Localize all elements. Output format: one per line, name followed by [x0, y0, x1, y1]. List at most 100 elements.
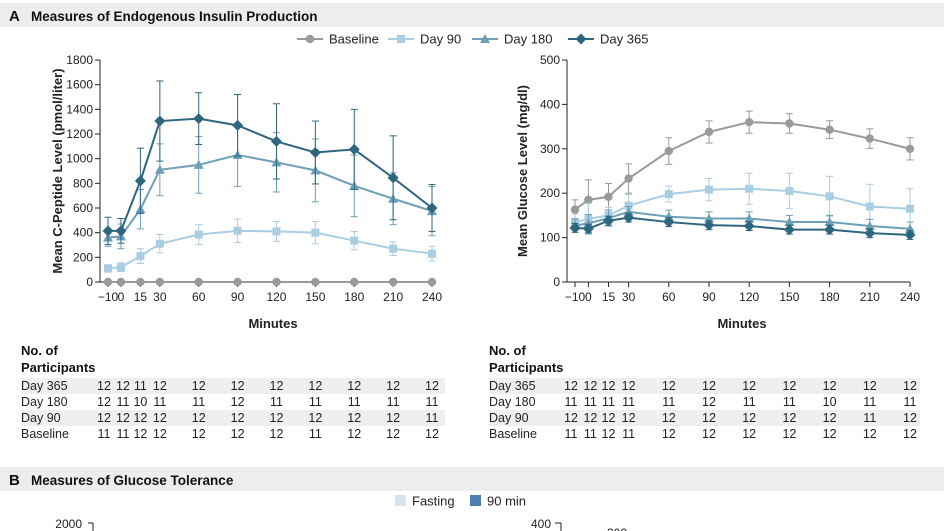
data-point-day-365 — [663, 216, 675, 228]
y-tick-label: 100 — [540, 231, 560, 245]
table-cell-baseline: 11 — [565, 427, 578, 441]
table-cell-day-90: 12 — [153, 411, 167, 425]
table-cell-baseline: 11 — [98, 427, 111, 441]
table-cell-day-365: 12 — [97, 379, 111, 393]
data-point-day-180 — [583, 218, 594, 228]
x-tick-label: 30 — [153, 290, 167, 304]
table-cell-day-365: 12 — [153, 379, 167, 393]
data-point-baseline — [272, 277, 281, 287]
table-row-label-baseline: Baseline — [21, 427, 69, 441]
table-cell-day-90: 12 — [903, 411, 917, 425]
panel-b-right-top-tick: 400 — [531, 517, 551, 531]
data-point-baseline — [194, 277, 203, 287]
table-cell-day-365: 12 — [903, 379, 917, 393]
data-point-day-365 — [824, 224, 836, 236]
data-point-baseline — [865, 134, 874, 143]
x-tick-label: 90 — [702, 290, 716, 304]
table-cell-baseline: 12 — [602, 427, 616, 441]
panel-a-header-bar — [0, 3, 944, 27]
data-point-day-90 — [785, 186, 794, 195]
data-point-baseline — [311, 277, 320, 287]
data-point-day-90 — [825, 192, 834, 201]
y-tick-label: 400 — [73, 226, 93, 240]
table-cell-day-180: 11 — [743, 395, 756, 409]
panel-b-letter: B — [9, 472, 20, 489]
table-cell-day-180: 11 — [662, 395, 675, 409]
table-cell-baseline: 12 — [863, 427, 877, 441]
table-cell-day-90: 12 — [308, 411, 322, 425]
data-point-baseline — [350, 277, 359, 287]
data-point-baseline — [136, 277, 145, 287]
data-point-day-90 — [136, 252, 145, 261]
table-row-label-day-365: Day 365 — [489, 379, 536, 393]
data-point-baseline — [704, 127, 714, 137]
y-tick-label: 400 — [540, 97, 560, 111]
x-tick-label: 60 — [192, 290, 206, 304]
table-cell-day-90: 12 — [564, 411, 578, 425]
panel-b-legend-swatch-1 — [470, 495, 481, 506]
y-tick-label: 1800 — [66, 53, 93, 67]
data-point-baseline — [584, 195, 593, 205]
data-point-day-90 — [104, 264, 112, 273]
data-point-day-365 — [426, 202, 438, 214]
table-cell-day-180: 11 — [426, 395, 439, 409]
table-cell-baseline: 12 — [823, 427, 837, 441]
table-cell-day-90: 12 — [97, 411, 111, 425]
table-cell-day-365: 12 — [662, 379, 676, 393]
y-tick-label: 300 — [540, 142, 560, 156]
data-point-day-365 — [582, 223, 594, 235]
table-cell-day-180: 12 — [231, 395, 245, 409]
table-cell-baseline: 11 — [309, 427, 322, 441]
table-cell-day-180: 11 — [622, 395, 635, 409]
table-cell-day-365: 12 — [270, 379, 284, 393]
x-tick-label: 90 — [231, 290, 245, 304]
table-cell-day-90: 12 — [823, 411, 837, 425]
table-cell-day-90: 12 — [347, 411, 361, 425]
x-tick-label: −10 — [565, 290, 586, 304]
table-cell-day-365: 11 — [134, 379, 147, 393]
table-cell-day-365: 12 — [622, 379, 636, 393]
panel-b-header-bar — [0, 467, 944, 491]
data-point-baseline — [785, 119, 794, 128]
table-cell-day-365: 12 — [583, 379, 597, 393]
table-cell-day-180: 11 — [153, 395, 166, 409]
table-cell-day-365: 12 — [742, 379, 756, 393]
table-cell-baseline: 11 — [116, 427, 129, 441]
table-cell-day-90: 11 — [863, 411, 876, 425]
panel-b-legend-swatch-0 — [395, 495, 406, 506]
series-line-day-90 — [107, 229, 433, 270]
table-cell-day-90: 12 — [782, 411, 796, 425]
table-cell-day-365: 12 — [347, 379, 361, 393]
data-point-baseline — [155, 277, 165, 287]
y-tick-label: 200 — [540, 186, 560, 200]
y-tick-label: 600 — [73, 201, 93, 215]
series-line-baseline — [574, 121, 911, 211]
table-cell-day-180: 12 — [97, 395, 111, 409]
table-cell-day-90: 12 — [622, 411, 636, 425]
table-cell-day-90: 12 — [231, 411, 245, 425]
panel-a-title: Measures of Endogenous Insulin Productio… — [31, 9, 318, 24]
table-cell-day-365: 12 — [564, 379, 578, 393]
data-point-day-90 — [906, 204, 914, 213]
table-cell-day-180: 11 — [116, 395, 129, 409]
data-point-day-180 — [663, 211, 674, 221]
data-point-day-90 — [664, 190, 673, 199]
panel-b-right-partial-label: 300 — [607, 526, 627, 531]
panel-b-title: Measures of Glucose Tolerance — [31, 473, 234, 488]
table-cell-day-90: 12 — [602, 411, 616, 425]
y-tick-label: 200 — [73, 250, 93, 264]
data-point-baseline — [624, 174, 633, 183]
table-cell-day-180: 11 — [387, 395, 400, 409]
data-point-day-365 — [783, 224, 795, 236]
legend-marker-baseline — [305, 34, 315, 44]
data-point-day-90 — [311, 228, 320, 237]
data-point-day-365 — [904, 229, 916, 241]
x-tick-label: 240 — [900, 290, 920, 304]
data-point-day-365 — [623, 212, 635, 224]
data-point-day-365 — [348, 143, 360, 155]
data-point-day-365 — [309, 147, 321, 158]
y-tick-label: 0 — [86, 275, 93, 289]
x-tick-label: 180 — [820, 290, 840, 304]
table-cell-day-180: 11 — [348, 395, 361, 409]
table-header-line1: No. of — [21, 343, 58, 358]
